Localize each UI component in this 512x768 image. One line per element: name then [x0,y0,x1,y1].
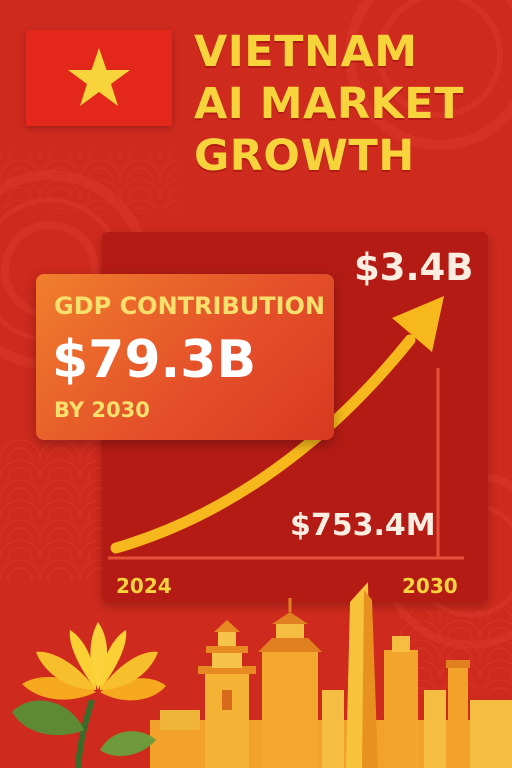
lotus-flower-icon [12,622,166,768]
start-year-label: 2024 [116,574,172,598]
page-title: VIETNAM AI MARKET GROWTH [194,27,464,181]
arrow-head-icon [392,296,444,352]
start-value-label: $753.4M [290,508,436,543]
gdp-label: GDP CONTRIBUTION [54,292,326,320]
growth-arrow [110,334,416,554]
end-value-label: $3.4B [354,246,474,289]
end-year-label: 2030 [402,574,458,598]
vietnam-flag-icon [26,30,172,126]
gdp-value: $79.3B [52,330,257,390]
gdp-contribution-card: GDP CONTRIBUTION $79.3B BY 2030 [36,274,334,440]
city-skyline-icon [150,582,512,768]
gdp-year: BY 2030 [54,398,150,422]
